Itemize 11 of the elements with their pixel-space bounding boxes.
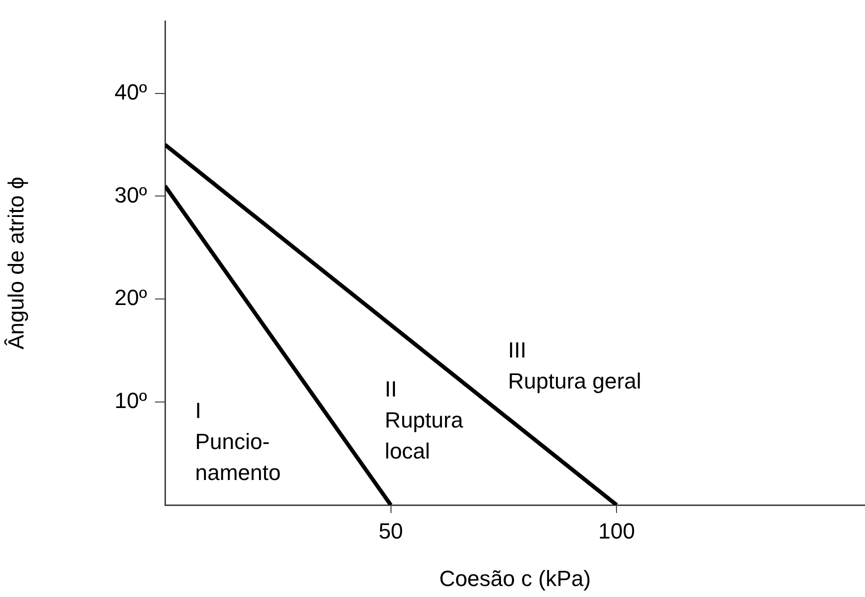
x-axis-title: Coesão c (kPa) [439, 566, 591, 591]
y-tick-label: 10º [114, 388, 147, 414]
x-tick-label: 50 [378, 518, 404, 544]
y-tick-label: 20º [114, 285, 147, 310]
y-axis-title: Ângulo de atrito ϕ [3, 176, 28, 350]
y-tick-label: 40º [114, 79, 147, 104]
annotation: II Ruptura local [384, 376, 464, 464]
annotation: III Ruptura geral [508, 338, 642, 394]
y-tick-label: 30º [114, 182, 147, 208]
x-tick-label: 100 [598, 518, 635, 544]
annotation: I Puncio- namento [195, 398, 281, 486]
